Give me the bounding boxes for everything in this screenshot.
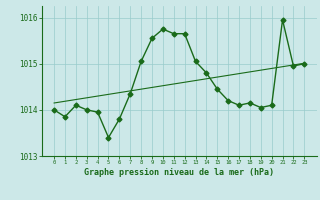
- X-axis label: Graphe pression niveau de la mer (hPa): Graphe pression niveau de la mer (hPa): [84, 168, 274, 177]
